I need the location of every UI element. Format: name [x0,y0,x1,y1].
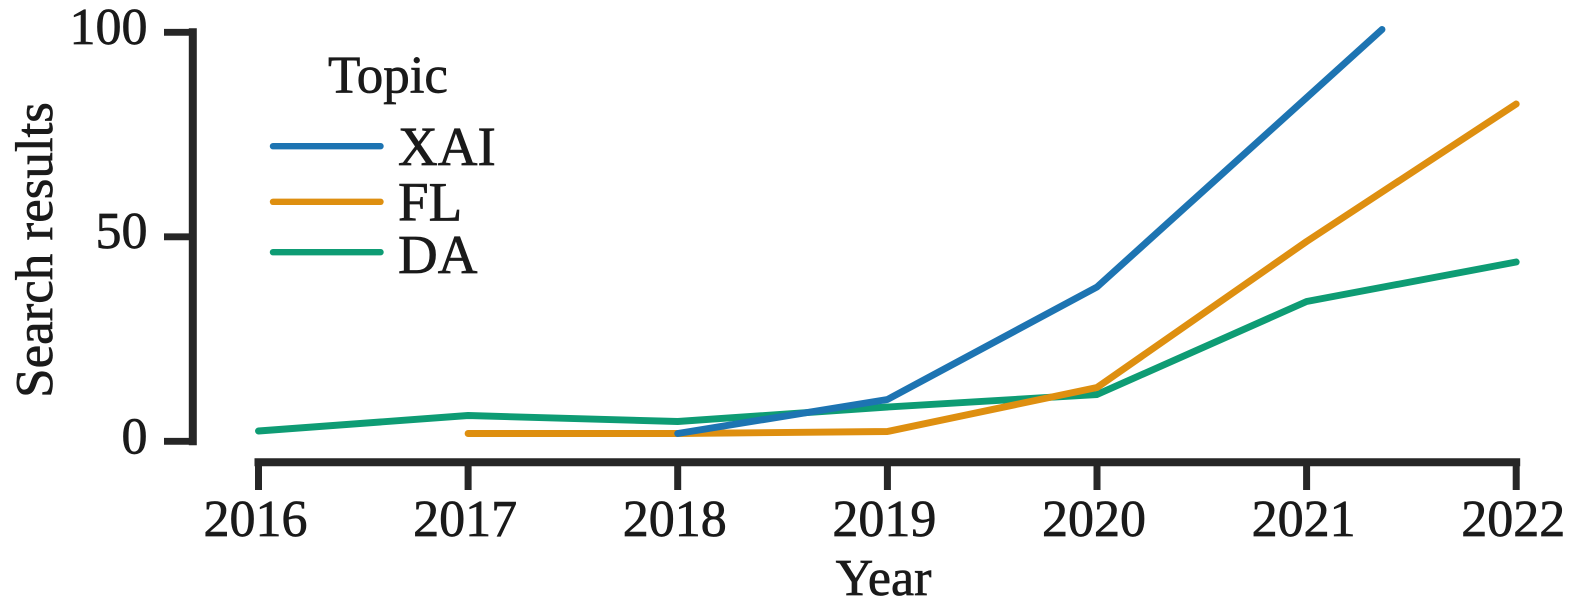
svg-text:100: 100 [70,0,148,56]
svg-text:2019: 2019 [832,491,936,548]
svg-text:FL: FL [398,171,462,232]
svg-text:Search results: Search results [6,102,64,398]
svg-text:DA: DA [398,224,478,285]
svg-text:2017: 2017 [413,491,517,548]
svg-text:0: 0 [122,408,148,465]
svg-text:Topic: Topic [328,47,448,105]
svg-text:2022: 2022 [1461,491,1565,548]
svg-text:Year: Year [836,550,932,607]
svg-text:2021: 2021 [1252,491,1356,548]
svg-text:2018: 2018 [623,491,727,548]
svg-text:XAI: XAI [398,116,496,177]
svg-text:2016: 2016 [204,491,308,548]
svg-text:2020: 2020 [1042,491,1146,548]
svg-text:50: 50 [96,203,148,260]
